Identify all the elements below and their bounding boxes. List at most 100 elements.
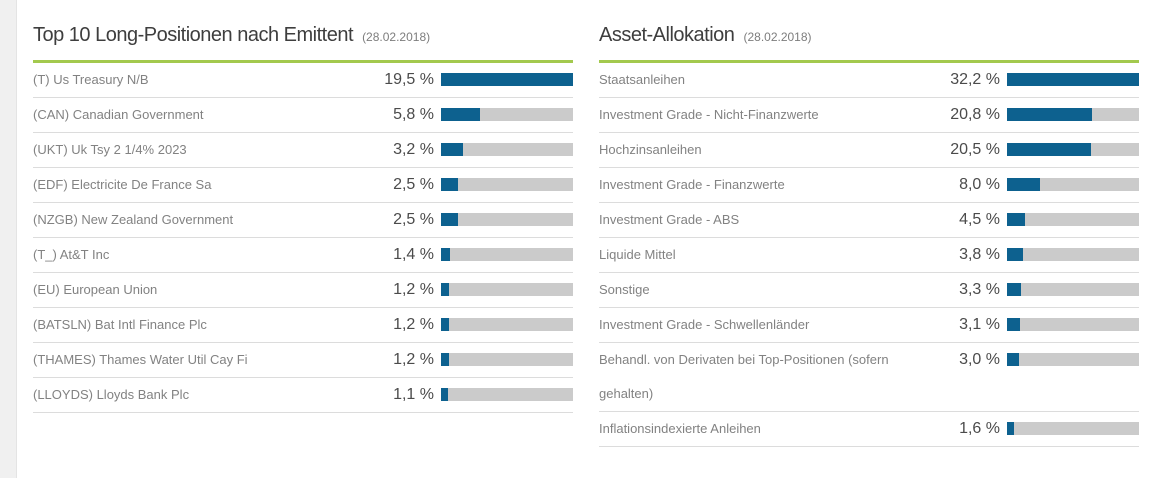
- bar-chart-rows: (T) Us Treasury N/B 19,5 % (CAN) Canadian …: [33, 63, 573, 413]
- accent-rule: [33, 60, 573, 63]
- panel-date: (28.02.2018): [362, 30, 431, 44]
- row-label: Liquide Mittel: [599, 247, 676, 262]
- row-label: (THAMES) Thames Water Util Cay Fi: [33, 352, 248, 367]
- row-value: 3,0 %: [959, 351, 1000, 368]
- row-label: Inflationsindexierte Anleihen: [599, 421, 761, 436]
- bar-fill: [1007, 283, 1021, 296]
- bar-row: (UKT) Uk Tsy 2 1/4% 2023 3,2 %: [33, 133, 573, 168]
- row-value: 1,2 %: [393, 316, 434, 333]
- bar-track: [1007, 318, 1139, 331]
- row-label: (UKT) Uk Tsy 2 1/4% 2023: [33, 142, 187, 157]
- bar-track: [1007, 178, 1139, 191]
- bar-fill: [1007, 353, 1020, 366]
- bar-row: Hochzinsanleihen 20,5 %: [599, 133, 1139, 168]
- row-value: 19,5 %: [384, 71, 434, 88]
- bar-track: [441, 108, 573, 121]
- row-value: 1,2 %: [393, 281, 434, 298]
- bar-track: [441, 388, 573, 401]
- bar-fill: [1007, 178, 1040, 191]
- page-left-gutter: [0, 0, 17, 478]
- bar-fill: [441, 283, 450, 296]
- bar-row: Sonstige 3,3 %: [599, 273, 1139, 308]
- row-label: Investment Grade - ABS: [599, 212, 740, 227]
- bar-fill: [441, 318, 450, 331]
- bar-track: [1007, 283, 1139, 296]
- bar-chart-rows: Staatsanleihen 32,2 % Investment Grade - N…: [599, 63, 1139, 447]
- bar-row: (NZGB) New Zealand Government 2,5 %: [33, 203, 573, 238]
- panel-title-text: Top 10 Long-Positionen nach Emittent: [33, 24, 354, 46]
- bar-fill: [441, 213, 458, 226]
- asset-allocation-panel: Asset-Allokation (28.02.2018) Staatsanle…: [599, 20, 1139, 447]
- row-value: 2,5 %: [393, 211, 434, 228]
- row-value: 20,5 %: [950, 141, 1000, 158]
- bar-fill: [1007, 248, 1023, 261]
- top10-long-positions-panel: Top 10 Long-Positionen nach Emittent (28…: [33, 20, 573, 447]
- bar-fill: [1007, 318, 1020, 331]
- bar-fill: [441, 353, 450, 366]
- bar-track: [441, 178, 573, 191]
- bar-row: (EDF) Electricite De France Sa 2,5 %: [33, 168, 573, 203]
- bar-row: Behandl. von Derivaten bei Top-Positione…: [599, 343, 1139, 412]
- row-label: Hochzinsanleihen: [599, 142, 702, 157]
- panel-title: Top 10 Long-Positionen nach Emittent (28…: [33, 20, 573, 52]
- accent-rule: [599, 60, 1139, 63]
- bar-row: Investment Grade - Finanzwerte 8,0 %: [599, 168, 1139, 203]
- row-value: 1,1 %: [393, 386, 434, 403]
- row-value: 1,2 %: [393, 351, 434, 368]
- row-label: (BATSLN) Bat Intl Finance Plc: [33, 317, 207, 332]
- bar-row: (LLOYDS) Lloyds Bank Plc 1,1 %: [33, 378, 573, 413]
- bar-track: [1007, 143, 1139, 156]
- row-label: Sonstige: [599, 282, 650, 297]
- row-label: Investment Grade - Finanzwerte: [599, 177, 785, 192]
- panel-date: (28.02.2018): [743, 30, 812, 44]
- bar-track: [1007, 422, 1139, 435]
- row-value: 2,5 %: [393, 176, 434, 193]
- bar-fill: [441, 143, 463, 156]
- bar-track: [441, 353, 573, 366]
- row-value: 8,0 %: [959, 176, 1000, 193]
- bar-track: [441, 213, 573, 226]
- row-value: 4,5 %: [959, 211, 1000, 228]
- bar-row: (BATSLN) Bat Intl Finance Plc 1,2 %: [33, 308, 573, 343]
- bar-fill: [441, 388, 449, 401]
- bar-track: [441, 248, 573, 261]
- bar-track: [441, 143, 573, 156]
- bar-track: [441, 318, 573, 331]
- row-label: (T) Us Treasury N/B: [33, 72, 149, 87]
- row-value: 5,8 %: [393, 106, 434, 123]
- bar-row: Staatsanleihen 32,2 %: [599, 63, 1139, 98]
- bar-row: Investment Grade - Nicht-Finanzwerte 20,8…: [599, 98, 1139, 133]
- bar-track: [1007, 213, 1139, 226]
- row-label: (EDF) Electricite De France Sa: [33, 177, 212, 192]
- row-value: 32,2 %: [950, 71, 1000, 88]
- bar-fill: [1007, 108, 1093, 121]
- row-label: (LLOYDS) Lloyds Bank Plc: [33, 387, 190, 402]
- bar-track: [441, 73, 573, 86]
- bar-fill: [1007, 422, 1014, 435]
- bar-row: (T) Us Treasury N/B 19,5 %: [33, 63, 573, 98]
- row-label: Staatsanleihen: [599, 72, 686, 87]
- bar-row: Investment Grade - ABS 4,5 %: [599, 203, 1139, 238]
- bar-track: [441, 283, 573, 296]
- bar-fill: [441, 178, 458, 191]
- row-label: Investment Grade - Schwellenländer: [599, 317, 810, 332]
- row-value: 3,3 %: [959, 281, 1000, 298]
- bar-track: [1007, 73, 1139, 86]
- bar-row: (THAMES) Thames Water Util Cay Fi 1,2 %: [33, 343, 573, 378]
- row-value: 1,6 %: [959, 420, 1000, 437]
- row-label: (T_) At&T Inc: [33, 247, 110, 262]
- bar-row: Liquide Mittel 3,8 %: [599, 238, 1139, 273]
- row-label: (EU) European Union: [33, 282, 158, 297]
- panel-title-text: Asset-Allokation: [599, 24, 735, 46]
- bar-row: (EU) European Union 1,2 %: [33, 273, 573, 308]
- bar-fill: [1007, 143, 1092, 156]
- bar-track: [1007, 353, 1139, 366]
- bar-row: (CAN) Canadian Government 5,8 %: [33, 98, 573, 133]
- bar-fill: [441, 108, 481, 121]
- bar-fill: [441, 248, 451, 261]
- bar-fill: [1007, 213, 1026, 226]
- bar-track: [1007, 248, 1139, 261]
- row-label: Investment Grade - Nicht-Finanzwerte: [599, 107, 819, 122]
- row-value: 3,1 %: [959, 316, 1000, 333]
